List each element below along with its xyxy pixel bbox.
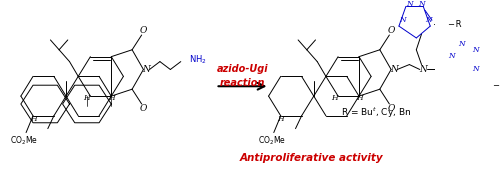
Text: N: N bbox=[406, 1, 412, 8]
Text: H: H bbox=[108, 94, 114, 102]
Text: O: O bbox=[140, 26, 147, 35]
Text: H: H bbox=[30, 115, 36, 123]
Text: O: O bbox=[140, 104, 147, 113]
Text: O: O bbox=[388, 104, 395, 113]
Text: N: N bbox=[390, 65, 398, 74]
Text: H: H bbox=[84, 94, 90, 102]
Text: Antiproliferative activity: Antiproliferative activity bbox=[240, 153, 383, 163]
Text: NH$_2$: NH$_2$ bbox=[190, 53, 207, 66]
Text: azido-Ugi: azido-Ugi bbox=[216, 64, 268, 74]
Text: N: N bbox=[448, 52, 454, 60]
Text: H: H bbox=[332, 94, 338, 102]
Text: H: H bbox=[278, 115, 284, 123]
Text: N: N bbox=[458, 40, 465, 48]
Text: N: N bbox=[425, 16, 432, 24]
Text: N: N bbox=[472, 66, 478, 73]
Text: CO$_2$Me: CO$_2$Me bbox=[10, 134, 38, 147]
Text: O: O bbox=[388, 26, 395, 35]
Text: H: H bbox=[356, 94, 362, 102]
Text: N: N bbox=[418, 1, 425, 8]
Text: N: N bbox=[142, 65, 150, 74]
Text: reaction: reaction bbox=[220, 78, 265, 88]
Text: R = Bu$^t$, Cy, Bn: R = Bu$^t$, Cy, Bn bbox=[341, 106, 411, 120]
Text: N: N bbox=[420, 65, 427, 74]
Text: CO$_2$Me: CO$_2$Me bbox=[258, 134, 286, 147]
Text: ─ R: ─ R bbox=[493, 81, 500, 90]
Text: ─ R: ─ R bbox=[448, 20, 461, 29]
Text: N: N bbox=[472, 46, 478, 54]
Text: N: N bbox=[399, 16, 406, 24]
